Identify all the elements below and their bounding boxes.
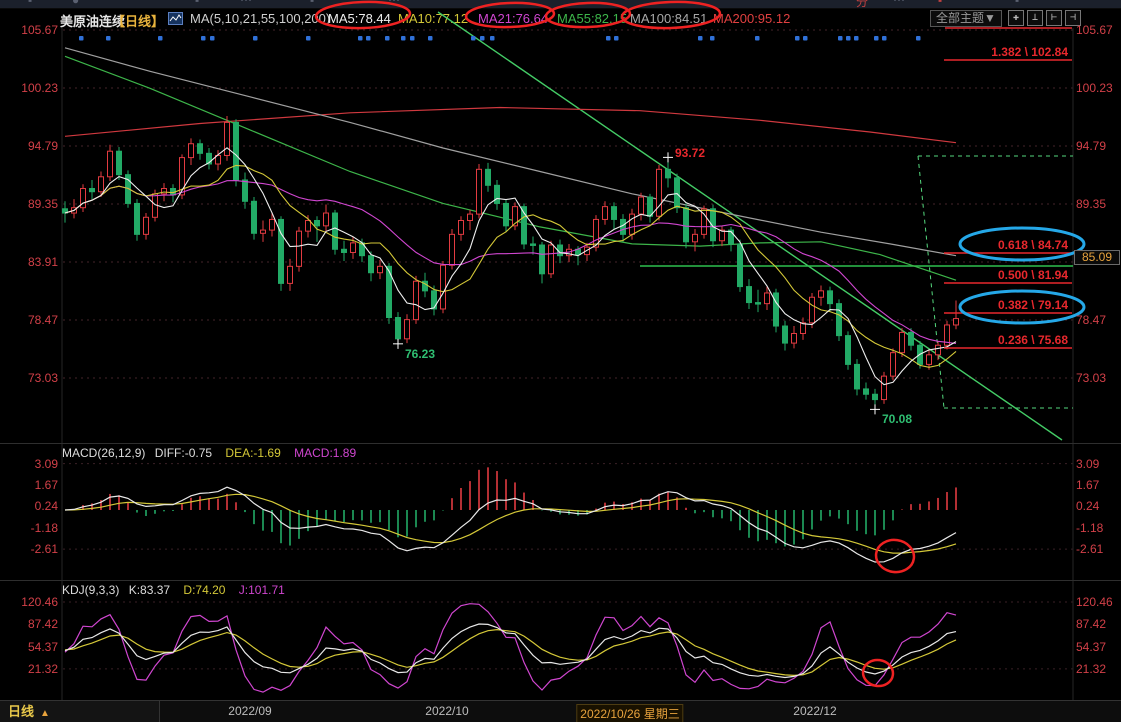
reset-scale-icon[interactable]: ⊣	[1065, 10, 1081, 26]
macd-axis-label-left: 0.24	[34, 499, 58, 514]
time-axis-bar: 日线 ▲ 2022/09 2022/10 2022/10/26 星期三 2022/12	[0, 700, 1121, 722]
ma5-value: MA5:78.44	[328, 11, 391, 26]
partial-toolbar-icon: 分	[856, 0, 869, 9]
kdj-axis-label-right: 21.32	[1076, 661, 1107, 676]
y-scale-icon[interactable]: ⊥	[1027, 10, 1043, 26]
theme-dropdown[interactable]: 全部主题▼	[930, 10, 1002, 27]
price-axis-label-right: 94.79	[1076, 139, 1107, 153]
ma10-value: MA10:77.12	[398, 11, 469, 26]
price-axis-label-right: 105.67	[1076, 23, 1113, 37]
fib-level-label: 0.382 \ 79.14	[997, 298, 1068, 312]
ma100-value: MA100:84.51	[630, 11, 708, 26]
date-axis-label: 2022/09	[228, 704, 272, 718]
price-marker-label: 76.23	[405, 346, 436, 361]
kdj-axis-label-right: 87.42	[1076, 617, 1107, 632]
price-axis-label-left: 100.23	[21, 81, 58, 95]
fib-level-label: 0.236 \ 75.68	[997, 333, 1068, 347]
macd-axis-label-right: -1.18	[1076, 520, 1104, 535]
price-axis-label-left: 78.47	[27, 313, 58, 327]
period-badge: 【日线】	[112, 14, 165, 29]
partial-toolbar-icon: ▪	[1015, 0, 1020, 7]
price-axis-label-left: 73.03	[27, 371, 58, 385]
price-marker-label: 93.72	[675, 146, 706, 161]
crosshair-date-label: 2022/10/26 星期三	[576, 704, 684, 722]
pan-icon[interactable]: ✚	[1008, 10, 1024, 26]
partial-toolbar-icon: ▪	[938, 0, 943, 7]
macd-diff-value: DIFF:-0.75	[154, 446, 213, 460]
macd-axis-label-right: 3.09	[1076, 456, 1100, 471]
fib-level-label: 0.500 \ 81.94	[997, 268, 1068, 282]
price-axis-label-left: 83.91	[27, 255, 58, 269]
macd-axis-label-left: 3.09	[34, 456, 58, 471]
partial-toolbar-icon: ▪	[195, 0, 200, 7]
macd-axis-label-left: 1.67	[34, 477, 58, 492]
macd-axis-label-right: -2.61	[1076, 542, 1104, 557]
price-axis-label-left: 89.35	[27, 197, 58, 211]
kdj-title: KDJ(9,3,3)	[62, 583, 120, 597]
date-axis-label: 2022/10	[425, 704, 469, 718]
chart-header: 美原油连续 【日线】 MA(5,10,21,55,100,200) MA5:78…	[0, 9, 1121, 29]
partial-toolbar-icon: ⋯	[893, 0, 905, 7]
price-axis-label-right: 89.35	[1076, 197, 1107, 211]
price-axis-label-right: 78.47	[1076, 313, 1107, 327]
kdj-axis-label-right: 54.37	[1076, 639, 1107, 654]
kdj-panel-header: KDJ(9,3,3) K:83.37 D:74.20 J:101.71	[62, 583, 285, 597]
kline-chart-icon	[168, 12, 183, 30]
price-axis-label-left: 94.79	[27, 139, 58, 153]
price-axis-label-left: 105.67	[21, 23, 58, 37]
kdj-j-value: J:101.71	[238, 583, 285, 597]
partial-toolbar-icon: ⋯	[240, 0, 252, 7]
ma21-value: MA21:76.64	[478, 11, 549, 26]
ma200-value: MA200:95.12	[713, 11, 791, 26]
partial-toolbar-icon: ▪	[28, 0, 33, 7]
macd-dea-value: DEA:-1.69	[225, 446, 281, 460]
fib-level-label: 0.618 \ 84.74	[997, 238, 1068, 252]
period-selector[interactable]: 日线 ▲	[0, 701, 160, 722]
price-axis-label-right: 100.23	[1076, 81, 1113, 95]
price-axis-label-right: 73.03	[1076, 371, 1107, 385]
kdj-axis-label-left: 54.37	[27, 639, 58, 654]
partial-toolbar-icon: ●	[72, 0, 80, 7]
kdj-axis-label-left: 21.32	[27, 661, 58, 676]
ma55-value: MA55:82.15	[557, 11, 628, 26]
last-price-tag: 85.09	[1074, 250, 1120, 265]
x-scale-icon[interactable]: ⊢	[1046, 10, 1062, 26]
period-label: 日线	[8, 704, 35, 719]
macd-axis-label-right: 0.24	[1076, 499, 1100, 514]
macd-axis-label-left: -1.18	[30, 520, 58, 535]
price-marker-label: 70.08	[882, 412, 913, 427]
fib-level-label: 1.382 \ 102.84	[991, 45, 1068, 59]
up-triangle-icon: ▲	[40, 708, 50, 719]
kdj-axis-label-right: 120.46	[1076, 595, 1113, 609]
macd-title: MACD(26,12,9)	[62, 446, 146, 460]
macd-axis-label-left: -2.61	[30, 542, 58, 557]
kdj-axis-label-left: 87.42	[27, 617, 58, 632]
macd-hist-value: MACD:1.89	[294, 446, 357, 460]
kdj-k-value: K:83.37	[128, 583, 171, 597]
macd-axis-label-right: 1.67	[1076, 477, 1100, 492]
partial-toolbar-icon: ▪	[310, 0, 315, 7]
ma-formula-label: MA(5,10,21,55,100,200)	[190, 11, 331, 26]
kdj-d-value: D:74.20	[183, 583, 226, 597]
date-axis-label: 2022/12	[793, 704, 837, 718]
panel-separator	[0, 443, 1121, 444]
macd-panel-header: MACD(26,12,9) DIFF:-0.75 DEA:-1.69 MACD:…	[62, 446, 356, 460]
kdj-axis-label-left: 120.46	[21, 595, 58, 609]
panel-separator	[0, 580, 1121, 581]
instrument-title: 美原油连续	[60, 14, 126, 29]
